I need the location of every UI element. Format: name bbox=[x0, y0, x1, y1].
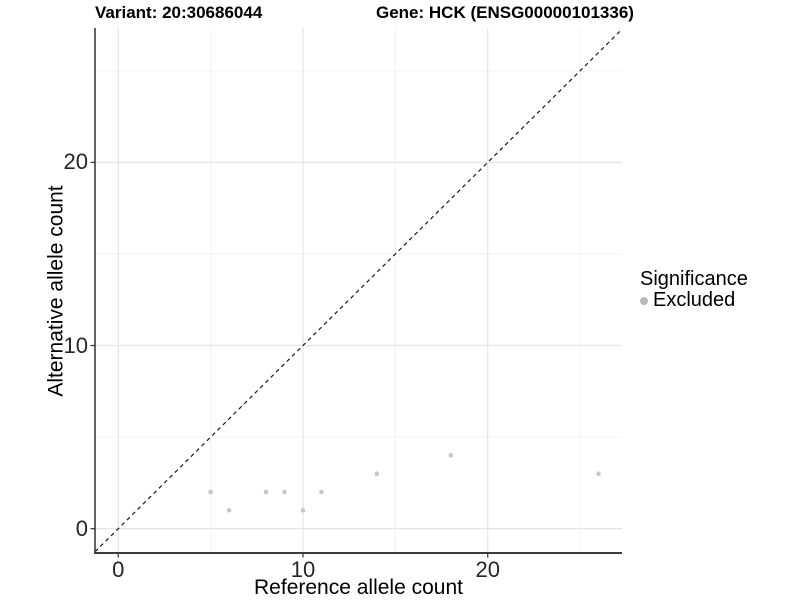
legend-item-excluded: Excluded bbox=[640, 290, 748, 311]
y-axis-title: Alternative allele count bbox=[44, 184, 68, 397]
data-point bbox=[596, 471, 601, 477]
y-tick-label: 0 bbox=[75, 515, 88, 541]
x-axis-title: Reference allele count bbox=[254, 576, 463, 599]
data-point bbox=[226, 508, 232, 513]
data-point bbox=[263, 489, 269, 495]
x-tick-label: 20 bbox=[475, 557, 500, 582]
legend-item-label: Excluded bbox=[653, 289, 736, 311]
gene-title: Gene: HCK (ENSG00000101336) bbox=[376, 3, 634, 22]
legend-title: Significance bbox=[640, 268, 748, 290]
x-tick-label: 10 bbox=[290, 557, 316, 582]
y-tick-label: 20 bbox=[63, 149, 88, 175]
data-point bbox=[374, 471, 380, 477]
data-point bbox=[208, 489, 213, 495]
legend: Significance Excluded bbox=[640, 268, 748, 311]
excluded-point-icon bbox=[640, 296, 648, 305]
variant-title: Variant: 20:30686044 bbox=[95, 3, 263, 22]
data-point bbox=[282, 489, 287, 495]
data-point bbox=[300, 508, 306, 513]
x-tick-label: 0 bbox=[112, 557, 125, 582]
y-tick-label: 10 bbox=[63, 332, 88, 358]
data-point bbox=[448, 453, 454, 458]
data-point bbox=[319, 489, 324, 495]
identity-line bbox=[94, 28, 623, 553]
